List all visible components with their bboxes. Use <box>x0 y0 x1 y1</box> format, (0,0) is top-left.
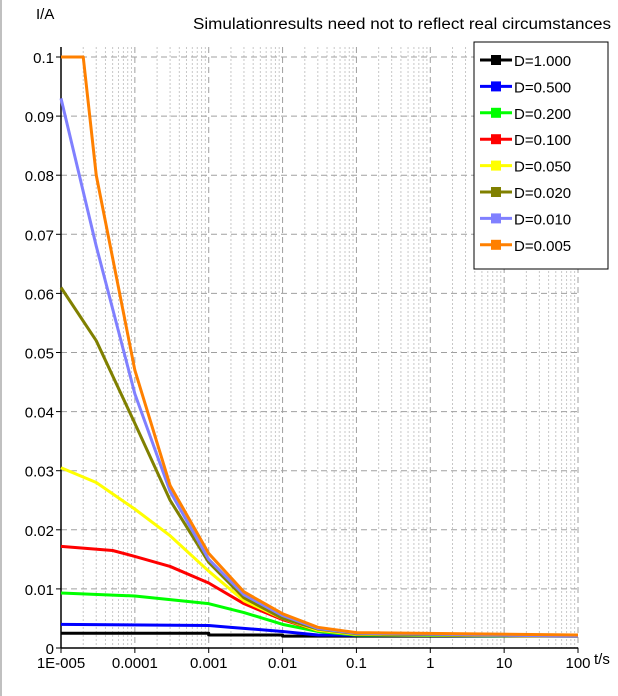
legend-label: D=0.100 <box>514 132 571 149</box>
x-tick-label: 0.1 <box>346 655 367 672</box>
y-tick-label: 0.08 <box>25 168 54 185</box>
x-tick-label: 100 <box>565 655 590 672</box>
x-tick-label: 0.0001 <box>112 655 158 672</box>
y-tick-label: 0.1 <box>33 50 54 67</box>
legend-label: D=0.020 <box>514 185 571 202</box>
y-tick-label: 0.06 <box>25 286 54 303</box>
y-tick-label: 0.04 <box>25 405 54 422</box>
x-tick-label: 0.001 <box>190 655 228 672</box>
y-axis-label: I/A <box>36 6 54 23</box>
chart-title: Simulationresults need not to reflect re… <box>193 16 611 33</box>
legend-label: D=0.010 <box>514 211 571 228</box>
grid <box>61 47 579 648</box>
y-tick-label: 0.02 <box>25 523 54 540</box>
legend-swatch-marker <box>491 213 501 224</box>
legend-label: D=0.005 <box>514 238 571 255</box>
legend-swatch-marker <box>491 107 501 118</box>
legend-swatch-marker <box>491 239 501 250</box>
x-tick-label: 0.01 <box>268 655 297 672</box>
x-tick-labels: 1E-005 0.0001 0.001 0.01 0.1 1 10 100 <box>37 648 591 672</box>
y-tick-label: 0.01 <box>25 582 54 599</box>
x-axis-label: t/s <box>594 651 610 668</box>
legend-swatch-marker <box>491 81 501 92</box>
y-tick-label: 0.05 <box>25 346 54 363</box>
y-tick-label: 0.07 <box>25 227 54 244</box>
legend-items: D=1.000 D=0.500 D=0.200 D=0.100 D=0.050 D=0.0… <box>480 53 571 255</box>
legend-label: D=0.500 <box>514 79 571 96</box>
y-tick-label: 0 <box>46 641 54 658</box>
legend-swatch-marker <box>491 134 501 145</box>
legend-swatch-marker <box>491 187 501 197</box>
legend-swatch-marker <box>491 160 501 171</box>
legend-label: D=1.000 <box>514 53 571 70</box>
x-tick-label: 1E-005 <box>37 655 85 672</box>
legend: D=1.000 D=0.500 D=0.200 D=0.100 D=0.050 D=0.0… <box>473 41 609 270</box>
legend-swatch-marker <box>491 55 501 65</box>
y-tick-label: 0.09 <box>25 109 54 126</box>
legend-box <box>473 41 609 270</box>
legend-label: D=0.200 <box>514 106 571 123</box>
x-tick-label: 10 <box>496 655 513 672</box>
y-tick-labels: 0 0.01 0.02 0.03 0.04 0.05 0.06 0.07 0.08 0.09 0.1 <box>25 50 61 658</box>
legend-label: D=0.050 <box>514 159 571 176</box>
y-tick-label: 0.03 <box>25 464 54 481</box>
series-lines <box>59 55 579 638</box>
x-tick-label: 1 <box>426 655 434 672</box>
series-line <box>61 55 579 637</box>
